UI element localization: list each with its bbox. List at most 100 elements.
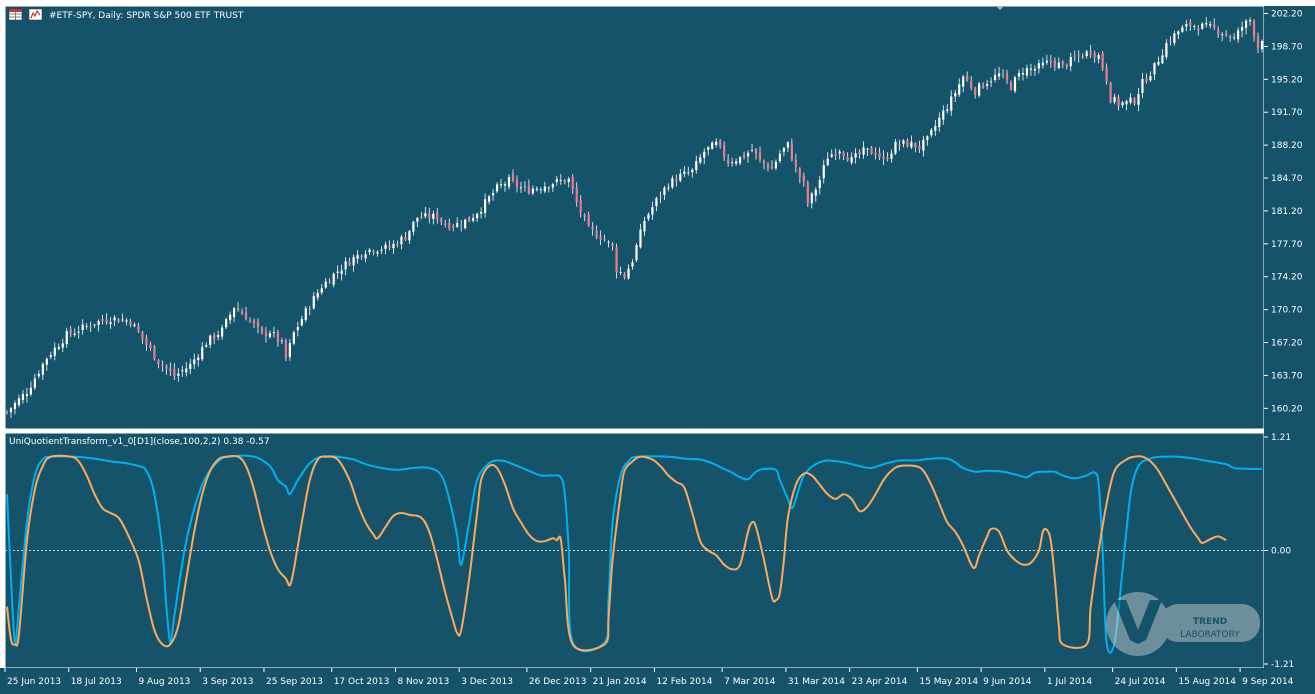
candle-down — [284, 340, 287, 359]
candle-up — [551, 184, 554, 188]
candle-down — [448, 222, 451, 229]
time-tick-label: 15 Aug 2014 — [1178, 677, 1236, 687]
candle-up — [400, 236, 403, 245]
candle-up — [1260, 41, 1264, 50]
candle-up — [703, 151, 706, 158]
candle-up — [1157, 61, 1160, 65]
candle-up — [902, 140, 905, 144]
candle-down — [898, 144, 901, 146]
candle-up — [185, 368, 188, 373]
time-tick-label: 3 Sep 2013 — [202, 677, 253, 687]
candle-down — [794, 159, 797, 167]
candle-down — [1229, 36, 1232, 38]
candle-down — [372, 251, 375, 253]
candle-up — [352, 257, 355, 266]
candle-up — [61, 343, 64, 348]
candle-down — [117, 319, 120, 323]
candle-up — [65, 331, 68, 345]
candle-up — [838, 151, 841, 154]
candle-up — [683, 171, 686, 174]
candle-up — [1121, 102, 1124, 106]
candle-up — [986, 83, 989, 86]
candle-up — [655, 198, 658, 207]
candle-up — [954, 92, 957, 97]
candle-up — [316, 292, 319, 298]
candle-down — [89, 326, 92, 328]
price-tick-label: 202.20 — [1271, 10, 1303, 20]
candle-down — [754, 149, 758, 154]
candle-up — [189, 363, 192, 369]
time-tick-label: 23 Apr 2014 — [852, 677, 908, 687]
candlestick-series — [5, 17, 1264, 419]
candle-up — [209, 335, 212, 345]
candle-up — [272, 332, 276, 333]
time-tick-label: 1 Jul 2014 — [1047, 677, 1092, 687]
candle-down — [348, 262, 351, 265]
candle-up — [950, 96, 953, 111]
candle-down — [396, 243, 399, 246]
candle-up — [1240, 27, 1244, 31]
candle-up — [201, 346, 204, 360]
candle-up — [300, 319, 303, 326]
candle-down — [970, 81, 973, 88]
time-tick-label: 25 Sep 2013 — [266, 677, 323, 687]
candle-up — [993, 75, 997, 80]
candle-up — [1173, 33, 1176, 44]
candle-down — [1256, 36, 1260, 48]
candle-up — [109, 322, 112, 325]
candle-up — [547, 187, 550, 189]
candle-up — [559, 180, 562, 181]
candle-down — [264, 331, 268, 337]
candle-up — [1244, 20, 1248, 28]
candle-up — [456, 222, 459, 227]
candle-down — [157, 360, 160, 364]
candle-up — [424, 213, 427, 217]
candle-up — [1097, 55, 1100, 60]
candle-up — [1181, 27, 1184, 32]
candle-down — [974, 88, 977, 95]
candle-down — [1117, 97, 1120, 106]
candle-down — [846, 157, 849, 161]
time-tick-label: 21 Jan 2014 — [593, 677, 647, 687]
candle-up — [1057, 62, 1060, 69]
candle-down — [149, 344, 152, 349]
price-tick-label: 177.70 — [1271, 240, 1303, 250]
candle-up — [412, 221, 415, 232]
shift-marker-icon[interactable] — [996, 6, 1004, 10]
symbol-menu-button[interactable] — [8, 8, 23, 21]
candle-up — [1185, 24, 1188, 27]
candle-down — [129, 321, 132, 325]
candle-up — [1248, 20, 1252, 22]
candle-up — [344, 261, 347, 270]
candle-up — [495, 184, 499, 192]
candle-up — [922, 139, 925, 151]
chart-type-icon[interactable] — [28, 8, 43, 21]
candle-up — [37, 373, 40, 377]
candle-up — [332, 273, 335, 285]
time-tick-label: 24 Jul 2014 — [1115, 677, 1166, 687]
candle-down — [727, 159, 730, 163]
candle-down — [420, 217, 423, 218]
candle-up — [519, 187, 523, 189]
candle-down — [244, 312, 248, 320]
candle-up — [1165, 42, 1168, 58]
candle-down — [1109, 82, 1112, 103]
candle-up — [1017, 72, 1021, 77]
price-pane[interactable] — [4, 5, 1265, 430]
candle-down — [886, 157, 889, 160]
candle-up — [778, 153, 782, 162]
candle-up — [487, 196, 491, 202]
candle-up — [695, 161, 698, 171]
candle-down — [742, 155, 746, 158]
time-scale-background — [0, 668, 1315, 694]
candle-up — [364, 254, 367, 259]
candle-up — [535, 188, 538, 190]
candle-down — [236, 307, 240, 311]
candle-up — [177, 373, 180, 376]
candle-down — [169, 368, 172, 372]
candle-up — [946, 109, 949, 112]
candle-up — [735, 161, 738, 164]
indicator-title: UniQuotientTransform_v1_0[D1](close,100,… — [9, 437, 270, 447]
